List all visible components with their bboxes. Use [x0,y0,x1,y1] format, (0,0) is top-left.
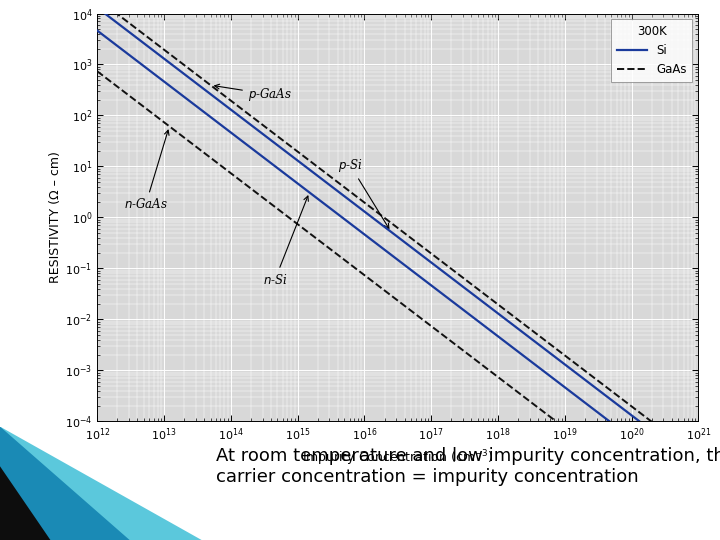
Text: At room temperature and low impurity concentration, the
carrier concentration = : At room temperature and low impurity con… [216,447,720,486]
Y-axis label: RESISTIVITY (Ω – cm): RESISTIVITY (Ω – cm) [49,151,62,284]
X-axis label: Impurity Concentration (cm$^{-3}$): Impurity Concentration (cm$^{-3}$) [302,448,494,468]
Text: $n$-GaAs: $n$-GaAs [124,130,169,211]
Polygon shape [0,467,50,540]
Text: $p$-GaAs: $p$-GaAs [215,84,292,103]
Polygon shape [0,427,130,540]
Legend: Si, GaAs: Si, GaAs [611,19,693,82]
Polygon shape [0,427,202,540]
Text: $p$-Si: $p$-Si [338,157,389,228]
Text: $n$-Si: $n$-Si [263,196,308,287]
